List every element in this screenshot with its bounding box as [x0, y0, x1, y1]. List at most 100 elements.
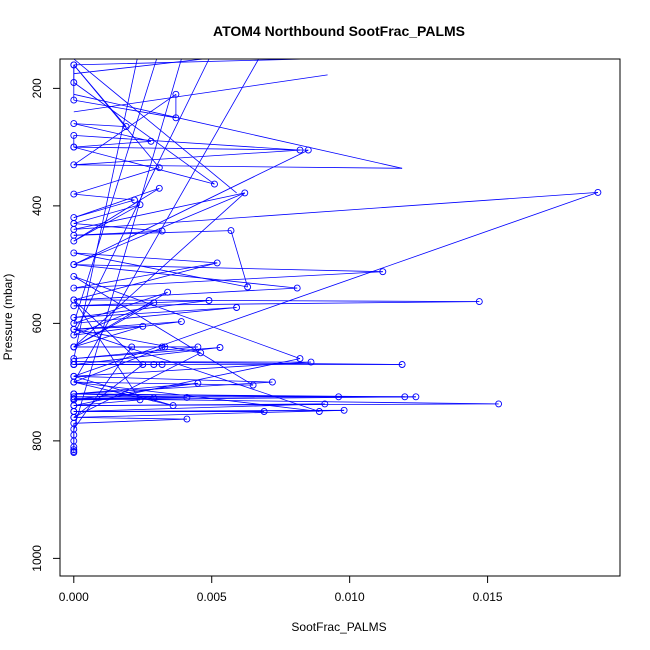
- data-point: [150, 299, 158, 307]
- series-line-segment: [73, 164, 403, 169]
- data-point: [155, 184, 163, 192]
- data-point: [70, 79, 78, 86]
- data-point: [194, 343, 202, 351]
- series-line-segment: [73, 325, 143, 348]
- series-line-segment: [73, 307, 237, 324]
- series-line-segment: [73, 276, 301, 359]
- data-point: [70, 358, 78, 366]
- series-line-segment: [73, 64, 160, 168]
- series-line-segment: [73, 192, 245, 265]
- data-point: [70, 393, 78, 401]
- data-point: [340, 406, 348, 414]
- data-point: [128, 343, 136, 351]
- series-line-segment: [73, 193, 135, 201]
- series-line-segment: [73, 361, 312, 377]
- data-point: [136, 396, 144, 404]
- data-point: [70, 372, 78, 380]
- x-tick-label: 0.010: [335, 590, 365, 604]
- data-point: [304, 146, 312, 154]
- data-point: [594, 188, 602, 196]
- series-line-segment: [73, 135, 301, 151]
- data-point: [227, 227, 235, 235]
- series-line-segment: [73, 381, 254, 386]
- series-line-segment: [73, 287, 298, 301]
- y-tick-label: 1000: [30, 545, 44, 572]
- data-point: [379, 268, 387, 276]
- data-point: [70, 161, 78, 169]
- data-point: [158, 361, 166, 368]
- series-line-segment: [73, 252, 248, 288]
- y-tick-label: 200: [30, 78, 44, 98]
- series-line-segment: [73, 321, 182, 330]
- y-tick-label: 800: [30, 431, 44, 451]
- series-line-segment: [73, 99, 176, 119]
- series-line-segment: [230, 230, 248, 288]
- series-line-segment: [73, 321, 182, 336]
- data-point: [161, 343, 169, 351]
- data-point: [158, 343, 166, 351]
- series-line-segment: [73, 192, 598, 230]
- data-point: [260, 408, 268, 415]
- data-point: [139, 322, 147, 330]
- data-point: [194, 379, 202, 387]
- data-point: [172, 114, 180, 122]
- series-line-segment: [73, 409, 345, 418]
- series-line-segment: [73, 59, 157, 324]
- series-line-segment: [73, 393, 339, 398]
- data-point: [475, 298, 483, 306]
- data-point: [70, 61, 78, 69]
- series-line-segment: [73, 149, 301, 166]
- data-point: [150, 394, 158, 402]
- chart-title: ATOM4 Northbound SootFrac_PALMS: [213, 23, 465, 39]
- series-line-segment: [73, 59, 204, 75]
- series-line-segment: [73, 375, 273, 383]
- y-axis-label: Pressure (mbar): [1, 274, 15, 361]
- data-point: [216, 344, 224, 351]
- series-line-segment: [73, 301, 480, 307]
- y-tick-label: 400: [30, 196, 44, 216]
- series-line-segment: [73, 167, 160, 195]
- series-line-segment: [73, 204, 141, 224]
- data-point: [296, 146, 304, 154]
- data-point: [233, 304, 241, 311]
- series-line-segment: [73, 123, 152, 142]
- series-line-segment: [73, 59, 237, 194]
- y-tick-label: 600: [30, 313, 44, 333]
- series-line-segment: [73, 300, 210, 318]
- data-point: [164, 288, 172, 296]
- data-point: [241, 189, 249, 197]
- data-point: [122, 123, 130, 131]
- series-line-segment: [73, 381, 273, 395]
- data-point: [70, 190, 78, 198]
- data-point: [70, 437, 78, 445]
- data-point: [307, 358, 315, 366]
- series-line-segment: [73, 192, 246, 348]
- series-line-segment: [73, 346, 133, 430]
- series-line-segment: [73, 223, 163, 232]
- data-point: [70, 419, 78, 427]
- data-point: [70, 96, 78, 104]
- data-point: [169, 402, 177, 410]
- series-line-segment: [73, 358, 301, 406]
- data-point: [197, 349, 205, 357]
- x-axis: 0.000 0.005 0.010 0.015: [59, 575, 503, 604]
- data-point: [150, 361, 158, 368]
- series-line-segment: [73, 299, 144, 365]
- data-point: [412, 393, 420, 401]
- series-line-segment: [73, 299, 480, 303]
- data-point: [315, 408, 323, 415]
- data-point: [172, 90, 180, 98]
- data-point: [70, 272, 78, 280]
- series-line-segment: [73, 187, 160, 242]
- series-line-segment: [73, 381, 174, 406]
- data-point: [213, 259, 221, 267]
- series-line-segment: [73, 403, 325, 412]
- series-line-segment: [73, 187, 160, 218]
- series-line-segment: [73, 291, 168, 324]
- series-line-segment: [73, 300, 210, 307]
- series-lines: [73, 59, 599, 453]
- series-line-segment: [73, 271, 383, 289]
- series-line-segment: [73, 417, 187, 420]
- data-point: [495, 400, 503, 408]
- series-line-segment: [73, 352, 201, 418]
